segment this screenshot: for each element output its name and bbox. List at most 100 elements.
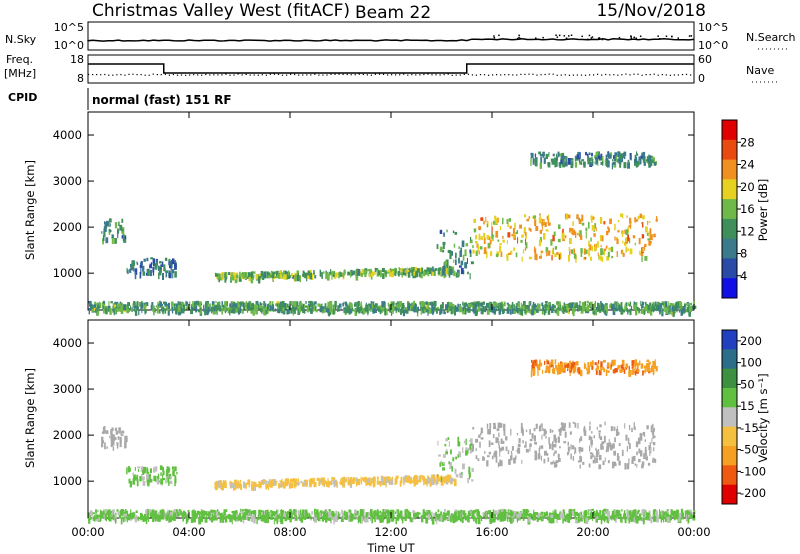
data-cell xyxy=(152,266,155,273)
data-cell xyxy=(505,513,509,519)
data-cell xyxy=(611,255,614,259)
data-cell xyxy=(605,245,608,249)
data-cell xyxy=(444,514,446,521)
data-cell xyxy=(378,270,380,275)
data-cell xyxy=(142,476,145,480)
data-cell xyxy=(557,453,560,458)
data-cell xyxy=(401,272,403,278)
data-cell xyxy=(130,509,132,515)
data-cell xyxy=(535,307,538,311)
data-cell xyxy=(686,306,689,312)
data-cell xyxy=(450,306,453,312)
data-cell xyxy=(198,511,202,515)
data-cell xyxy=(585,517,589,525)
data-cell xyxy=(125,439,127,444)
data-cell xyxy=(367,269,370,272)
data-cell xyxy=(590,162,594,166)
data-cell xyxy=(204,303,208,309)
data-cell xyxy=(360,480,363,485)
data-cell xyxy=(317,303,320,307)
data-cell xyxy=(595,517,598,523)
data-cell xyxy=(242,517,245,524)
data-cell xyxy=(152,509,155,514)
data-cell xyxy=(136,474,139,482)
data-cell xyxy=(201,516,203,522)
data-cell xyxy=(616,306,618,312)
data-cell xyxy=(397,513,400,520)
data-cell xyxy=(636,464,638,468)
data-cell xyxy=(445,449,448,452)
data-cell xyxy=(252,511,255,515)
data-cell xyxy=(104,221,107,228)
data-cell xyxy=(614,509,616,516)
data-cell xyxy=(108,218,112,223)
data-cell xyxy=(126,268,128,273)
data-cell xyxy=(354,309,357,316)
data-cell xyxy=(531,518,534,521)
data-cell xyxy=(599,509,601,513)
data-cell xyxy=(427,475,429,479)
data-cell xyxy=(428,308,430,314)
data-cell xyxy=(593,233,596,237)
data-cell xyxy=(106,220,109,227)
data-cell xyxy=(334,300,337,307)
data-cell xyxy=(178,304,181,312)
data-cell xyxy=(251,481,253,484)
data-cell xyxy=(567,517,571,523)
data-cell xyxy=(321,306,325,309)
nave-tick-bottom: 0 xyxy=(698,72,705,85)
data-cell xyxy=(625,366,627,370)
data-cell xyxy=(553,512,555,517)
data-cell xyxy=(557,513,560,520)
data-cell xyxy=(653,233,656,238)
data-cell xyxy=(440,460,442,464)
data-cell xyxy=(653,162,657,166)
data-cell xyxy=(679,301,683,305)
data-cell xyxy=(603,250,605,256)
data-cell xyxy=(156,476,159,479)
data-cell xyxy=(672,510,674,517)
data-cell xyxy=(159,509,162,513)
data-cell xyxy=(110,301,113,304)
data-cell xyxy=(256,304,259,308)
velocity-data-cells xyxy=(88,359,696,525)
data-cell xyxy=(444,444,447,447)
data-cell xyxy=(628,517,631,524)
data-cell xyxy=(404,512,407,519)
data-cell xyxy=(577,515,580,523)
data-cell xyxy=(589,425,591,431)
data-cell xyxy=(241,515,243,520)
data-cell xyxy=(155,305,157,308)
data-cell xyxy=(628,510,631,515)
data-cell xyxy=(631,515,634,522)
data-cell xyxy=(635,219,639,222)
data-cell xyxy=(597,449,600,452)
data-cell xyxy=(111,510,113,513)
data-cell xyxy=(498,309,502,315)
data-cell xyxy=(214,307,217,315)
data-cell xyxy=(506,302,509,305)
data-cell xyxy=(278,271,282,274)
freq-label: Freq. xyxy=(6,53,33,66)
data-cell xyxy=(607,251,610,258)
data-cell xyxy=(507,450,510,455)
data-cell xyxy=(646,359,650,362)
data-cell xyxy=(401,304,403,310)
data-cell xyxy=(559,510,562,514)
data-cell xyxy=(274,276,278,279)
data-cell xyxy=(153,475,156,481)
data-cell xyxy=(647,309,651,314)
data-cell xyxy=(462,510,466,515)
data-cell xyxy=(151,512,154,518)
data-cell xyxy=(276,509,278,514)
data-cell xyxy=(469,447,472,454)
data-cell xyxy=(362,514,365,519)
data-cell xyxy=(146,257,149,262)
data-cell xyxy=(570,517,572,520)
data-cell xyxy=(244,511,246,518)
data-cell xyxy=(512,228,515,235)
data-cell xyxy=(483,301,485,305)
colorbar-segment xyxy=(722,426,737,447)
data-cell xyxy=(326,509,328,515)
data-cell xyxy=(117,233,119,239)
